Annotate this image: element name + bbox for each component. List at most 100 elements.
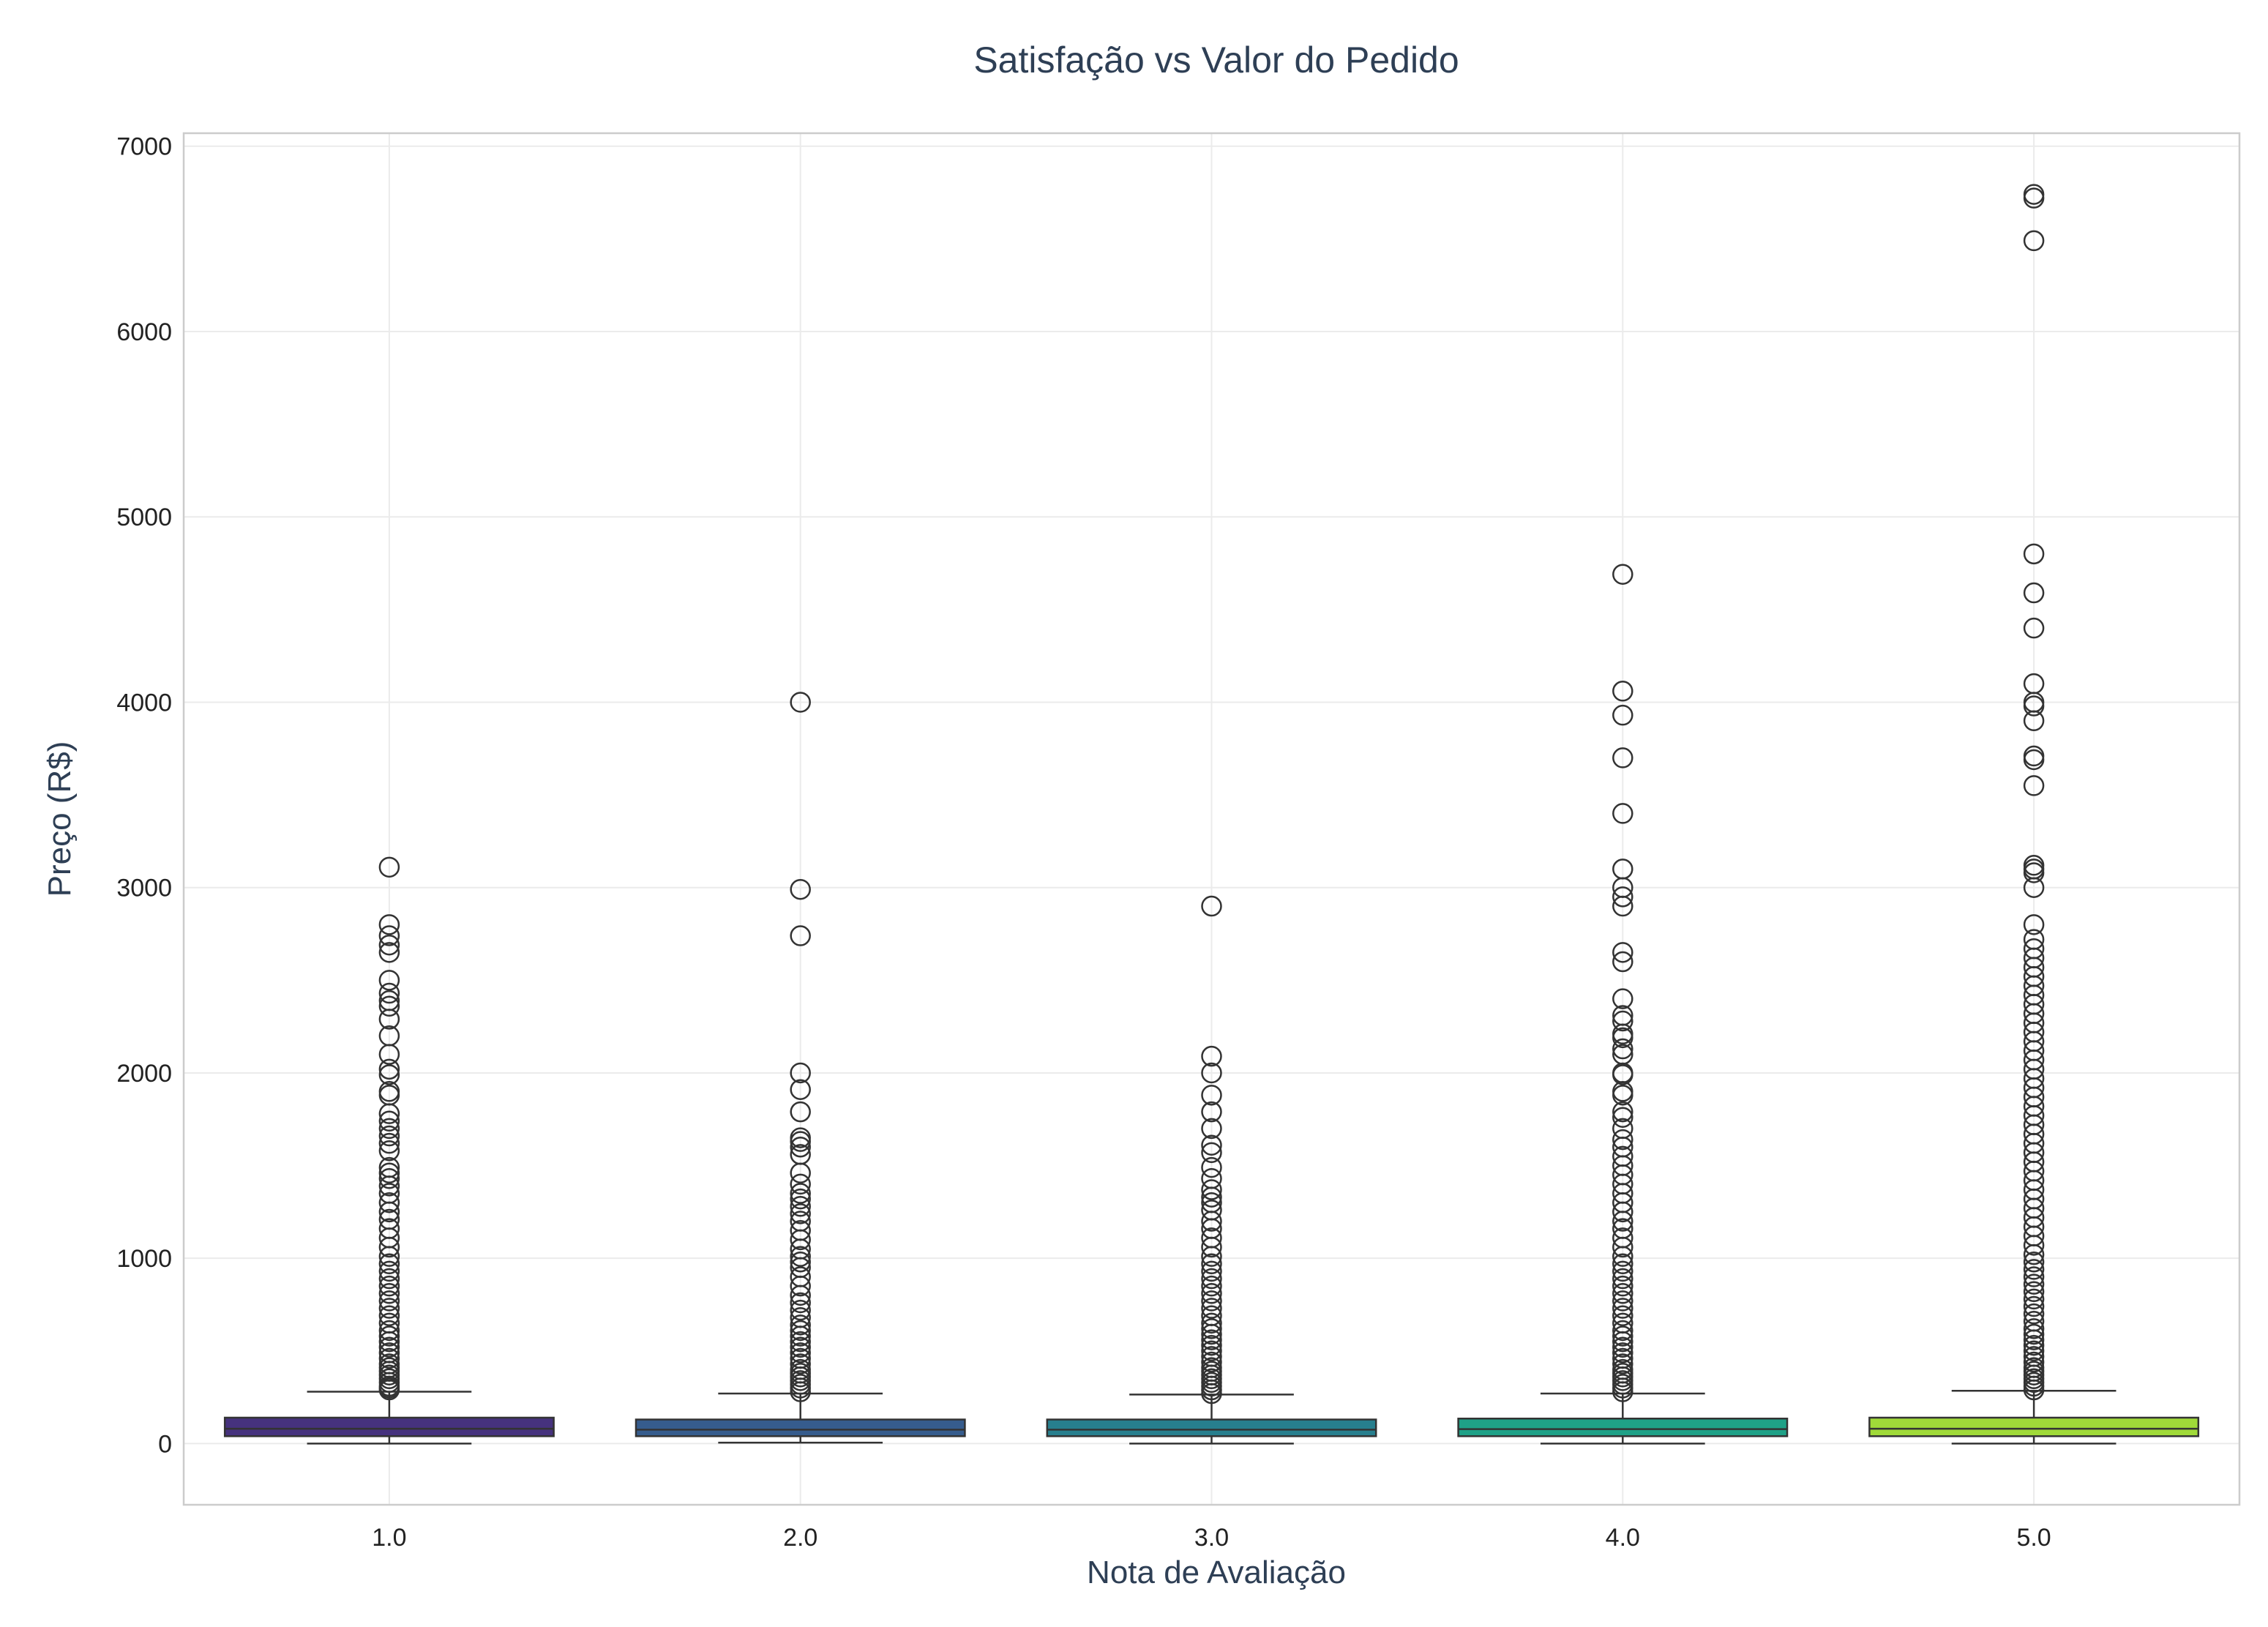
outlier-point — [378, 1290, 400, 1312]
outlier-point — [1612, 1353, 1633, 1374]
outlier-point — [1201, 1275, 1222, 1297]
outlier-point — [1612, 1038, 1633, 1060]
outlier-point — [1201, 1142, 1222, 1164]
outlier-point — [1612, 859, 1633, 880]
outlier-point — [378, 1305, 400, 1326]
outlier-point — [1201, 1351, 1222, 1373]
outlier-point — [1612, 1253, 1633, 1275]
outlier-point — [2023, 1266, 2045, 1287]
outlier-point — [1201, 1227, 1222, 1249]
outlier-point — [378, 1183, 400, 1204]
y-tick-label: 0 — [158, 1430, 172, 1458]
outlier-point — [1612, 1275, 1633, 1297]
outlier-point — [1201, 1168, 1222, 1189]
box-iqr — [223, 1416, 555, 1437]
outlier-point — [1201, 1357, 1222, 1378]
outlier-point — [378, 990, 400, 1011]
outlier-point — [378, 1253, 400, 1275]
boxes — [223, 184, 2200, 1445]
outlier-point — [790, 1336, 811, 1358]
outlier-point — [2023, 1273, 2045, 1295]
outlier-point — [1201, 1312, 1222, 1334]
outlier-point — [378, 856, 400, 878]
outlier-point — [378, 1342, 400, 1364]
outlier-point — [2023, 582, 2045, 604]
outlier-point — [790, 1252, 811, 1273]
outlier-point — [2023, 184, 2045, 205]
outlier-point — [378, 914, 400, 935]
outlier-point — [2023, 617, 2045, 639]
outlier-point — [1201, 1260, 1222, 1282]
outlier-point — [1612, 704, 1633, 726]
box-iqr — [1868, 1416, 2200, 1437]
outlier-point — [1612, 1005, 1633, 1026]
outlier-point — [378, 1312, 400, 1334]
outlier-point — [2023, 929, 2045, 950]
plot-frame — [182, 132, 2241, 1506]
y-tick-label: 7000 — [116, 133, 172, 161]
outlier-point — [378, 1192, 400, 1213]
outlier-point — [2023, 775, 2045, 796]
outlier-point — [378, 1168, 400, 1189]
outlier-point — [1201, 1334, 1222, 1356]
outlier-point — [1612, 1260, 1633, 1282]
y-tick-label: 1000 — [116, 1245, 172, 1273]
outlier-point — [378, 925, 400, 946]
outlier-point — [2023, 745, 2045, 767]
outlier-point — [790, 925, 811, 946]
outlier-point — [378, 1208, 400, 1230]
y-axis-label: Preço (R$) — [42, 741, 78, 897]
outlier-point — [1201, 1253, 1222, 1275]
outlier-point — [1612, 1283, 1633, 1304]
outlier-point — [790, 1101, 811, 1123]
outlier-point — [1612, 747, 1633, 768]
outlier-point — [2023, 1318, 2045, 1339]
outlier-point — [1612, 951, 1633, 973]
y-axis-ticks: 0 1000 2000 3000 4000 5000 6000 7000 — [116, 133, 172, 1459]
chart-title: Satisfação vs Valor do Pedido — [973, 40, 1459, 81]
outlier-point — [1612, 681, 1633, 702]
outlier-point — [790, 1219, 811, 1241]
box-group — [1868, 184, 2200, 1445]
outlier-point — [378, 1325, 400, 1347]
outlier-point — [2023, 1334, 2045, 1356]
outlier-point — [2023, 938, 2045, 960]
outlier-point — [378, 1064, 400, 1085]
outlier-point — [2023, 1357, 2045, 1378]
outlier-point — [1612, 1342, 1633, 1364]
outlier-point — [790, 1079, 811, 1100]
outlier-point — [1612, 1145, 1633, 1167]
outlier-point — [1612, 1336, 1633, 1358]
outlier-point — [378, 1218, 400, 1239]
outlier-point — [1612, 1312, 1633, 1334]
outlier-point — [790, 1353, 811, 1374]
outlier-point — [790, 1246, 811, 1267]
outlier-point — [1201, 895, 1222, 917]
outlier-point — [2023, 1346, 2045, 1367]
y-tick-label: 3000 — [116, 875, 172, 902]
outlier-point — [790, 1144, 811, 1165]
outlier-point — [1612, 1268, 1633, 1290]
outlier-point — [2023, 1252, 2045, 1273]
outlier-point — [378, 1162, 400, 1183]
outlier-point — [790, 1358, 811, 1380]
outlier-point — [790, 1211, 811, 1232]
outlier-point — [790, 1136, 811, 1158]
outlier-point — [1201, 1062, 1222, 1084]
outlier-point — [1612, 1107, 1633, 1128]
outlier-point — [790, 1173, 811, 1195]
outlier-point — [1612, 1101, 1633, 1123]
outlier-point — [378, 1140, 400, 1162]
x-tick-label: 2.0 — [783, 1524, 817, 1552]
outlier-point — [1612, 1010, 1633, 1032]
outlier-point — [2023, 543, 2045, 565]
outlier-point — [1612, 1320, 1633, 1342]
outlier-point — [790, 1203, 811, 1224]
outlier-point — [1612, 942, 1633, 963]
outlier-point — [790, 1196, 811, 1217]
outlier-point — [1612, 1044, 1633, 1065]
outlier-point — [1201, 1318, 1222, 1339]
box-group — [223, 856, 555, 1445]
outlier-point — [790, 1127, 811, 1148]
